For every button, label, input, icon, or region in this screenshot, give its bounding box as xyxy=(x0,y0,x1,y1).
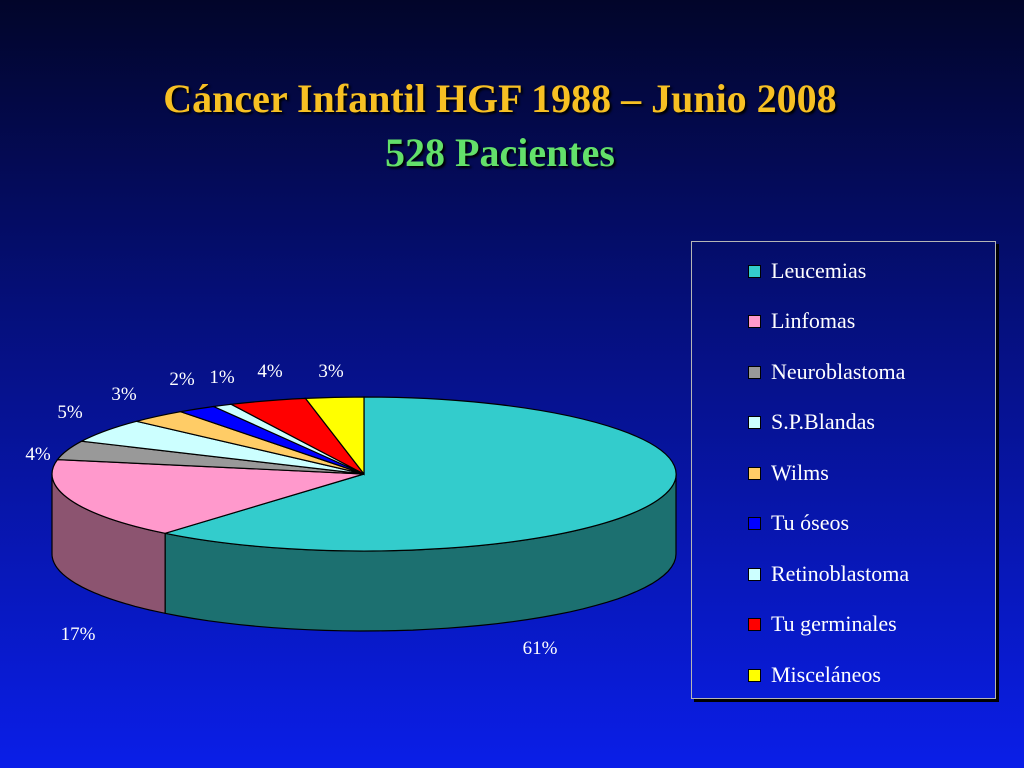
legend-item: Wilms xyxy=(748,458,829,488)
legend-swatch xyxy=(748,466,761,480)
legend-label: Misceláneos xyxy=(771,662,881,687)
pie-slice-label: 61% xyxy=(523,638,558,659)
chart-subtitle: 528 Pacientes xyxy=(385,130,615,175)
legend-swatch xyxy=(748,516,761,530)
legend-swatch xyxy=(748,567,761,581)
legend-label: Retinoblastoma xyxy=(771,561,910,586)
legend-label: Tu óseos xyxy=(771,510,850,535)
pie-slice-label: 2% xyxy=(169,369,195,390)
legend-item: Neuroblastoma xyxy=(748,357,905,387)
pie-slice-label: 3% xyxy=(318,361,344,382)
legend-item: Linfomas xyxy=(748,306,855,336)
legend-item: Tu óseos xyxy=(748,508,849,538)
chart-title: Cáncer Infantil HGF 1988 – Junio 2008 xyxy=(163,76,837,121)
pie-slice xyxy=(51,458,365,534)
legend-label: S.P.Blandas xyxy=(771,409,875,434)
legend-swatch xyxy=(748,668,761,682)
legend-label: Leucemias xyxy=(771,258,867,283)
legend-label: Wilms xyxy=(771,460,829,485)
legend-item: Leucemias xyxy=(748,256,866,286)
legend-item: Tu germinales xyxy=(748,609,897,639)
legend-swatch xyxy=(748,415,761,429)
pie-slice-label: 4% xyxy=(25,444,51,465)
pie-slice-label: 5% xyxy=(57,402,83,423)
legend-item: Misceláneos xyxy=(748,660,881,690)
chart-legend: Leucemias Linfomas Neuroblastoma S.P.Blanda… xyxy=(691,241,996,699)
pie-slice-label: 17% xyxy=(61,624,96,645)
legend-swatch xyxy=(748,264,761,278)
pie-slice-label: 1% xyxy=(209,367,235,388)
legend-swatch xyxy=(748,365,761,379)
pie-slice xyxy=(164,396,677,552)
legend-item: S.P.Blandas xyxy=(748,407,875,437)
legend-swatch xyxy=(748,314,761,328)
legend-swatch xyxy=(748,617,761,631)
legend-label: Linfomas xyxy=(771,308,856,333)
pie-sides xyxy=(51,473,677,632)
legend-label: Neuroblastoma xyxy=(771,359,906,384)
pie-tops xyxy=(51,396,677,552)
pie-slice-label: 4% xyxy=(257,361,283,382)
legend-label: Tu germinales xyxy=(771,611,897,636)
pie-labels: 61% 17% 4% 5% 3% 2% 1% 4% 3% xyxy=(25,361,557,659)
pie-slice xyxy=(304,396,365,476)
legend-item: Retinoblastoma xyxy=(748,559,909,589)
title-block: Cáncer Infantil HGF 1988 – Junio 2008 52… xyxy=(0,72,1000,180)
pie-slice-label: 3% xyxy=(111,384,137,405)
